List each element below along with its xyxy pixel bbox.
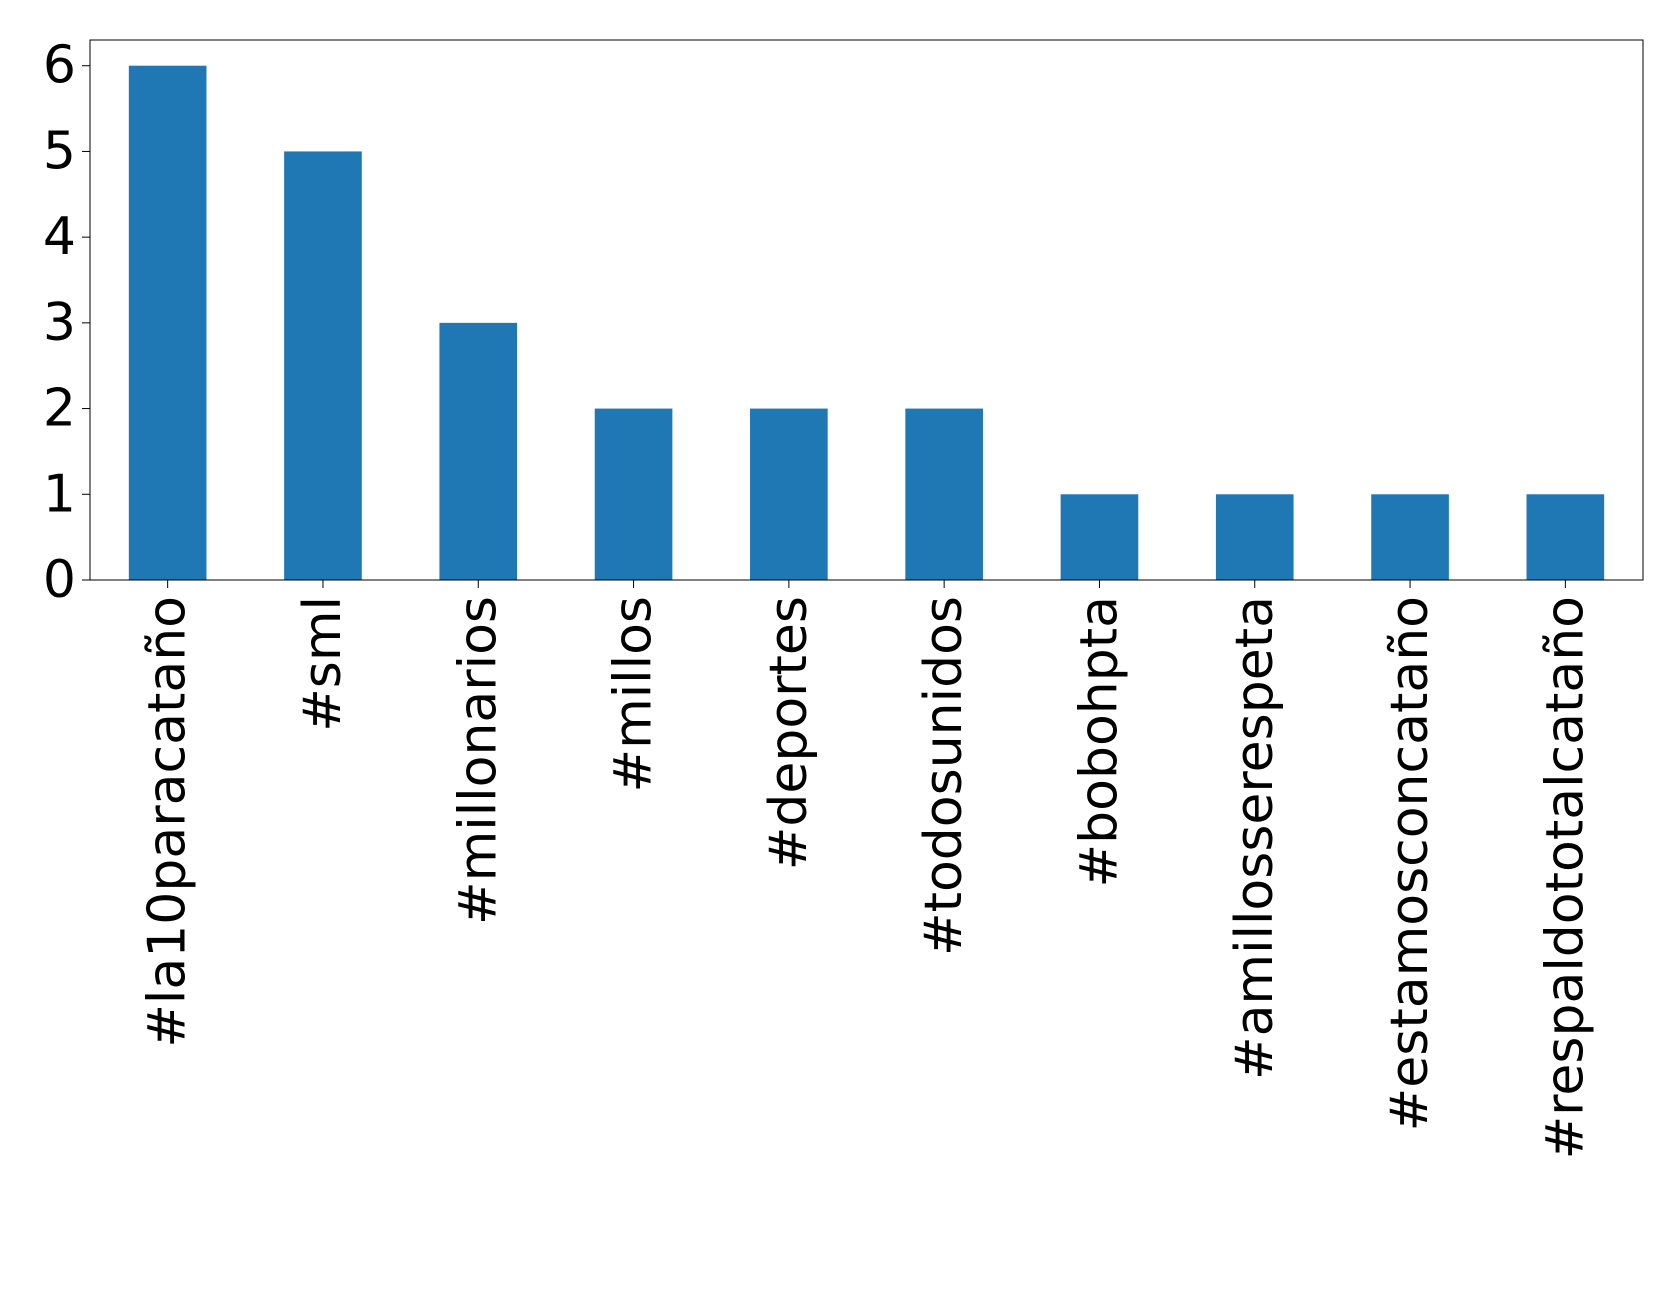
x-tick-label: #la10paracataño [138, 596, 198, 1048]
bar [905, 408, 983, 580]
y-tick-label: 2 [43, 379, 76, 439]
y-tick-label: 1 [43, 464, 76, 524]
y-tick-label: 0 [43, 550, 76, 610]
bar [750, 408, 828, 580]
x-tick-label: #estamosconcataño [1380, 596, 1440, 1131]
x-tick-label: #amillosserespeta [1225, 596, 1285, 1080]
x-tick-label: #bobohpta [1069, 596, 1129, 887]
bar [594, 408, 673, 580]
x-tick-label: #todosunidos [914, 596, 974, 956]
x-tick-label: #sml [293, 596, 353, 732]
bar [1526, 494, 1605, 580]
y-tick-label: 6 [43, 36, 76, 96]
y-tick-label: 4 [43, 207, 76, 267]
bar [439, 322, 518, 580]
bar [128, 65, 207, 580]
x-tick-label: #deportes [759, 596, 819, 870]
bar [1371, 494, 1449, 580]
plot-frame [89, 39, 1644, 581]
x-tick-label: #millos [604, 596, 664, 792]
y-tick-label: 3 [43, 293, 76, 353]
bar [1060, 494, 1139, 580]
bar [284, 151, 362, 580]
x-tick-label: #respaldototalcataño [1535, 596, 1595, 1159]
y-tick-label: 5 [43, 121, 76, 181]
bar [1215, 494, 1294, 580]
x-tick-label: #millonarios [448, 596, 508, 925]
